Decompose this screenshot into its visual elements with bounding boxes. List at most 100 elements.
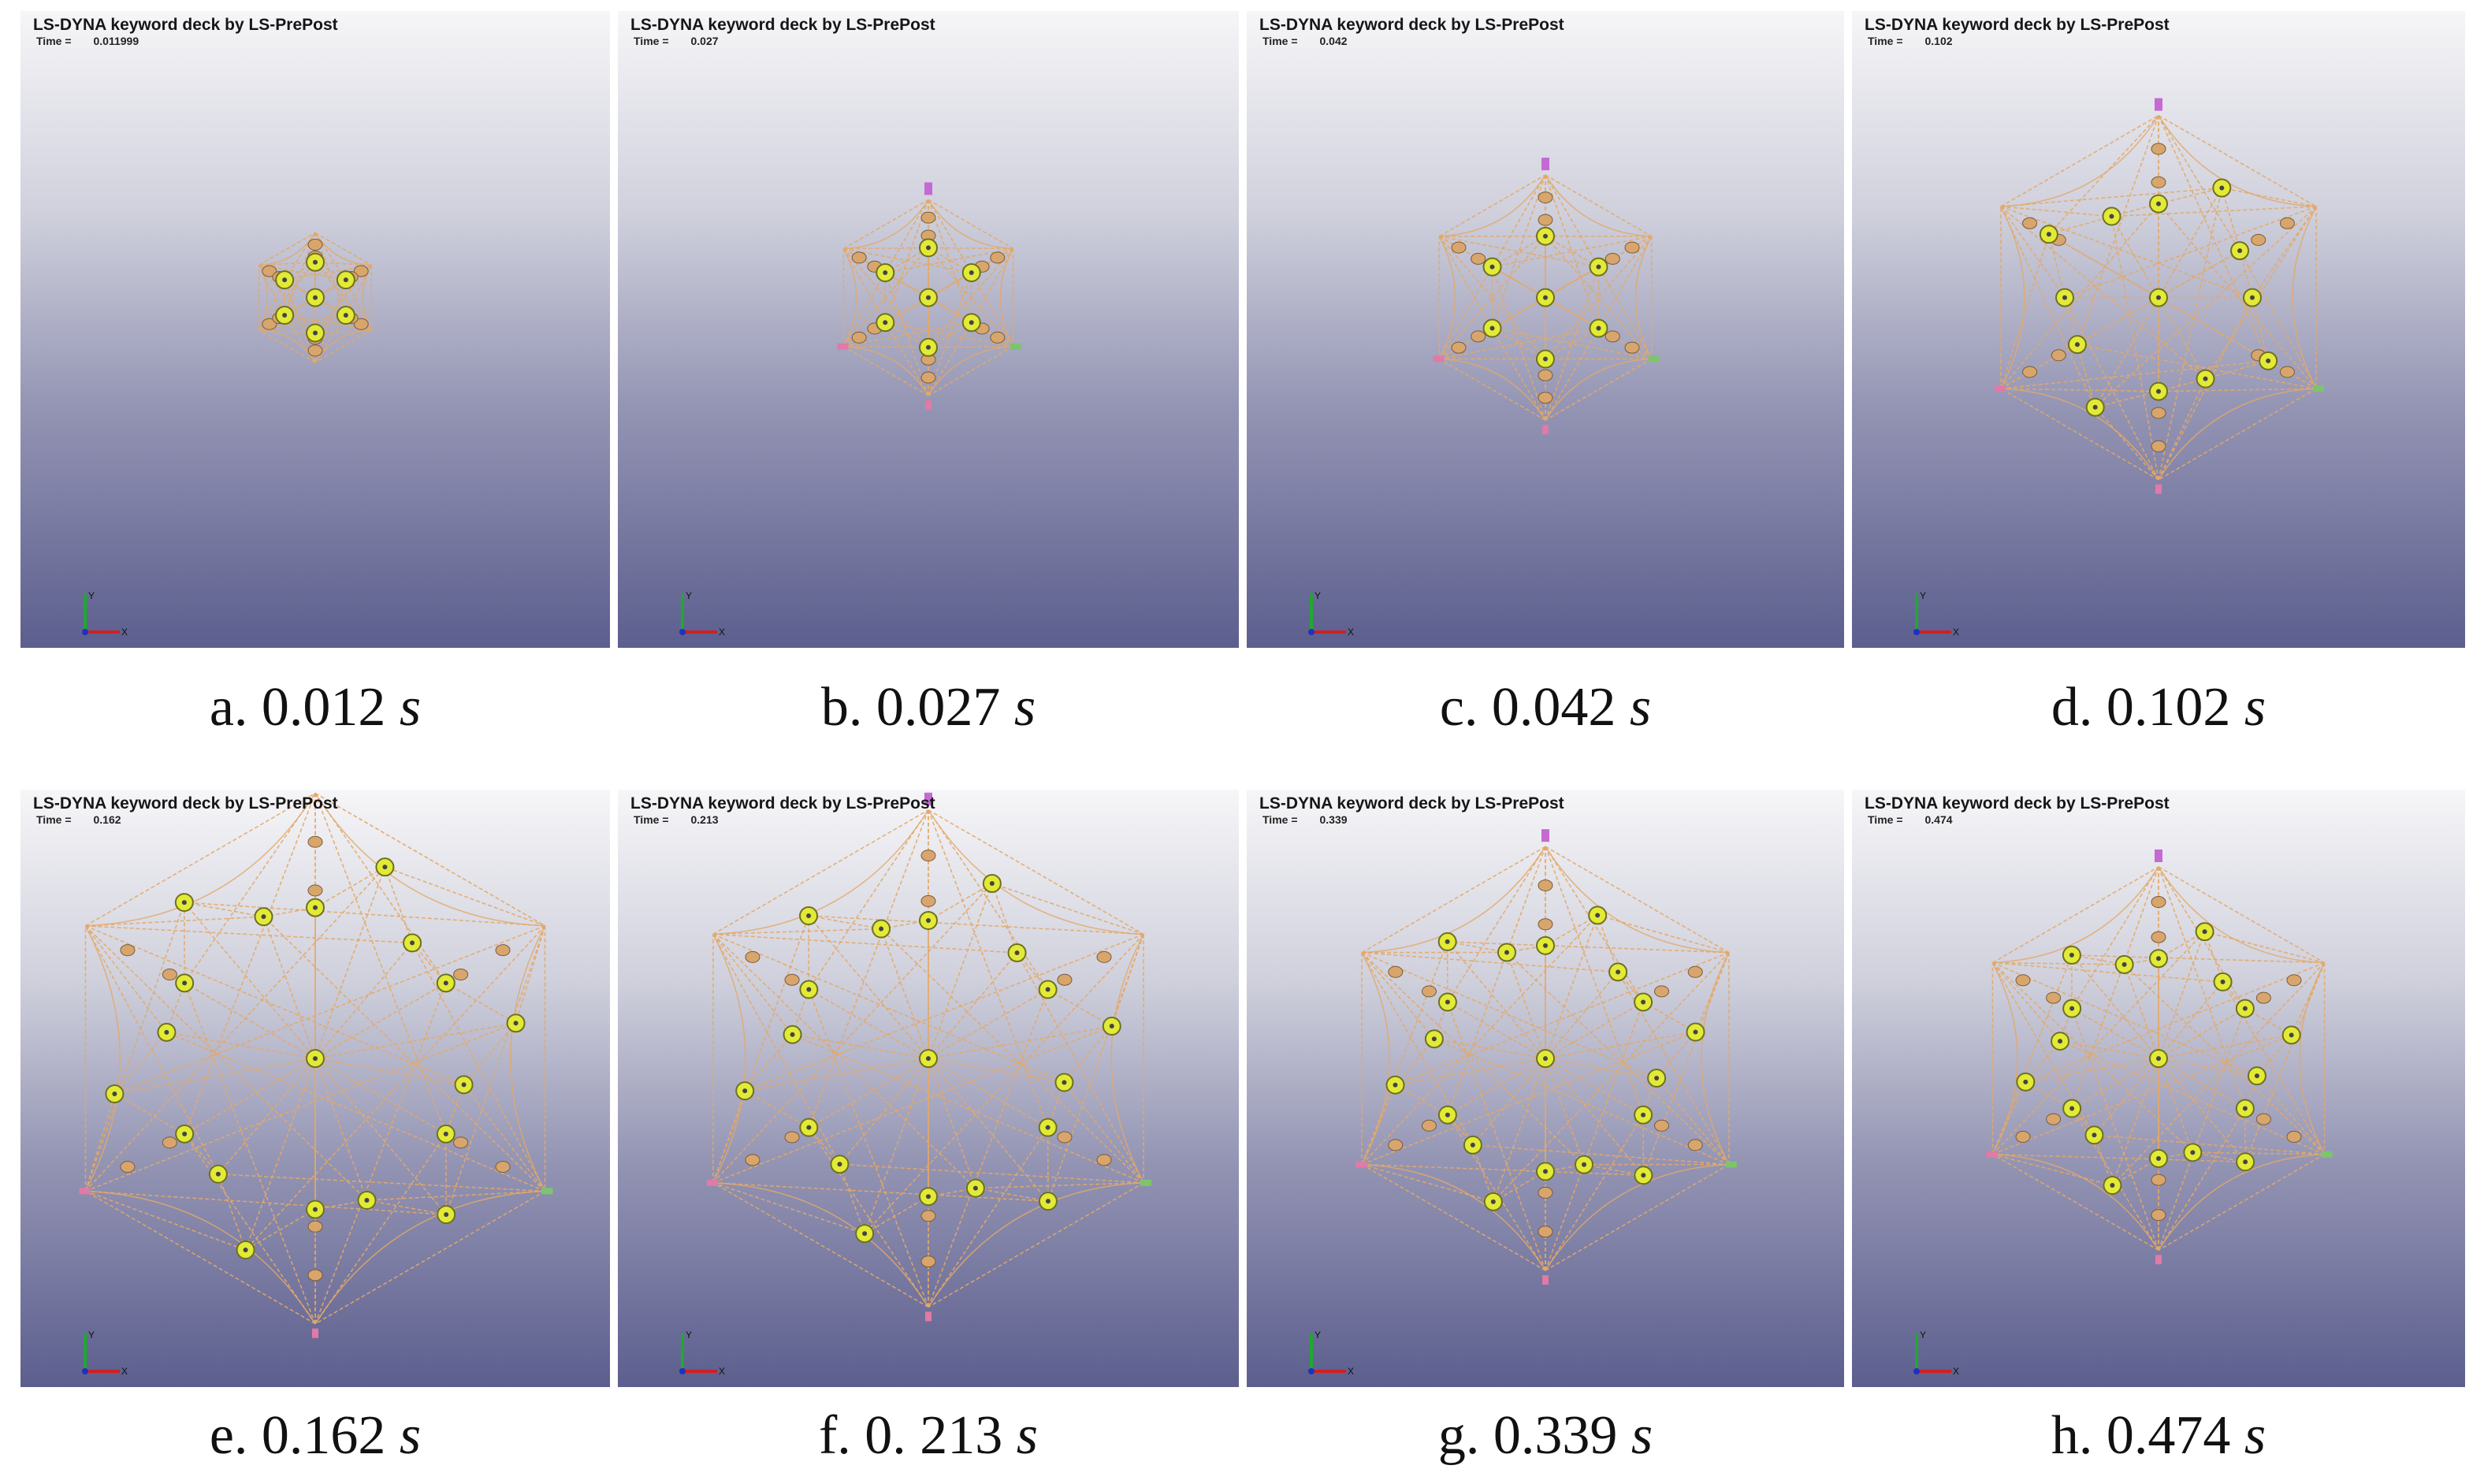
rope bbox=[1492, 327, 1652, 360]
node-core bbox=[989, 880, 995, 886]
node-core bbox=[2074, 342, 2080, 348]
rim-mass bbox=[162, 1136, 177, 1149]
caption-a: a. 0.012 s bbox=[20, 676, 610, 739]
rope bbox=[1395, 1084, 1448, 1116]
rope bbox=[842, 247, 929, 348]
scene-canvas bbox=[1433, 158, 1660, 435]
tip-marker bbox=[541, 1188, 553, 1195]
rope bbox=[2204, 206, 2317, 380]
node-core bbox=[182, 1131, 188, 1136]
simulation-panel-g: LS-DYNA keyword deck by LS-PrePost Time =… bbox=[1247, 790, 1844, 1387]
node-core bbox=[1596, 325, 1601, 331]
rope bbox=[1545, 236, 1653, 360]
rope bbox=[1545, 1058, 1657, 1079]
tip-marker bbox=[2155, 1255, 2162, 1265]
tip-marker bbox=[1541, 158, 1549, 171]
rope bbox=[314, 792, 545, 927]
time-readout: Time = 0.027 bbox=[634, 35, 719, 47]
rope bbox=[843, 199, 929, 250]
rope bbox=[2064, 206, 2317, 299]
tip-marker bbox=[1994, 385, 2006, 392]
rope bbox=[1493, 952, 1730, 1203]
panel-header-text: LS-DYNA keyword deck by LS-PrePost bbox=[1865, 16, 2170, 34]
rope bbox=[971, 272, 1014, 348]
node-core bbox=[883, 320, 888, 325]
axis-triad-icon: YX bbox=[82, 590, 128, 638]
axis-x-label: X bbox=[1348, 1366, 1354, 1377]
rope bbox=[843, 247, 929, 250]
rim-mass bbox=[453, 1136, 469, 1149]
rope bbox=[712, 883, 993, 1184]
rope bbox=[1394, 1038, 1435, 1086]
rope bbox=[842, 272, 886, 348]
rope bbox=[792, 1033, 1144, 1184]
caption-unit: s bbox=[2244, 1405, 2266, 1466]
rope bbox=[2158, 115, 2269, 362]
node-core bbox=[2156, 201, 2161, 206]
rope bbox=[2221, 188, 2240, 251]
time-readout: Time = 0.011999 bbox=[36, 35, 139, 47]
rope bbox=[85, 1190, 316, 1325]
rope bbox=[744, 933, 1144, 1092]
node-core bbox=[1470, 1142, 1475, 1147]
rope bbox=[515, 925, 546, 1024]
rope-curve bbox=[2158, 388, 2317, 481]
rim-mass bbox=[1538, 214, 1553, 226]
rope bbox=[2071, 1008, 2159, 1251]
node-core bbox=[926, 918, 931, 924]
rope bbox=[1439, 236, 1599, 268]
rim-mass bbox=[1624, 341, 1640, 354]
rope bbox=[366, 1199, 447, 1215]
rope bbox=[928, 1127, 1049, 1307]
caption-time: 0. 213 bbox=[865, 1405, 1003, 1466]
node-core bbox=[926, 1194, 931, 1199]
rope bbox=[2111, 1058, 2159, 1186]
rope bbox=[2158, 1058, 2246, 1110]
rope bbox=[885, 247, 1013, 273]
rope bbox=[712, 928, 882, 935]
rope bbox=[928, 809, 1144, 935]
rope bbox=[1545, 266, 1599, 299]
rope bbox=[314, 983, 447, 1324]
panel-header-text: LS-DYNA keyword deck by LS-PrePost bbox=[630, 16, 935, 34]
rope bbox=[2158, 203, 2317, 389]
node-core bbox=[2156, 956, 2161, 961]
tip-marker bbox=[1433, 355, 1445, 363]
rope-curve bbox=[258, 329, 316, 363]
rope bbox=[1545, 235, 1599, 268]
rope bbox=[880, 928, 1144, 1184]
net-structure bbox=[79, 792, 553, 1338]
rope bbox=[262, 916, 546, 1192]
rope bbox=[1545, 914, 1598, 947]
node-core bbox=[461, 1082, 467, 1088]
node-core bbox=[182, 980, 188, 986]
rope bbox=[2071, 1058, 2159, 1110]
rope bbox=[114, 1093, 185, 1135]
rope bbox=[1361, 1163, 1494, 1203]
time-value: 0.339 bbox=[1319, 813, 1348, 826]
rope bbox=[1545, 1058, 1585, 1166]
tip-marker bbox=[924, 792, 932, 805]
node-core bbox=[215, 1171, 221, 1177]
rope bbox=[1438, 174, 1546, 237]
rope bbox=[1992, 866, 2159, 964]
caption-unit: s bbox=[399, 677, 422, 738]
node-core bbox=[1445, 939, 1450, 944]
rope bbox=[2158, 388, 2317, 392]
node-core bbox=[926, 245, 931, 251]
rope bbox=[1438, 236, 1546, 360]
rope bbox=[1545, 358, 1653, 421]
caption-letter: f. bbox=[818, 1405, 851, 1466]
rope bbox=[2094, 1134, 2325, 1155]
rope bbox=[2222, 187, 2317, 207]
node-core bbox=[112, 1091, 117, 1096]
node-core bbox=[1431, 1036, 1437, 1042]
rope bbox=[2000, 360, 2269, 389]
node-core bbox=[806, 913, 812, 919]
rim-mass bbox=[1057, 973, 1073, 986]
rope bbox=[2158, 115, 2240, 251]
node-core bbox=[164, 1029, 169, 1035]
rope-curve bbox=[928, 1182, 1144, 1307]
time-value: 0.042 bbox=[1319, 35, 1348, 47]
rim-mass bbox=[2251, 233, 2266, 246]
